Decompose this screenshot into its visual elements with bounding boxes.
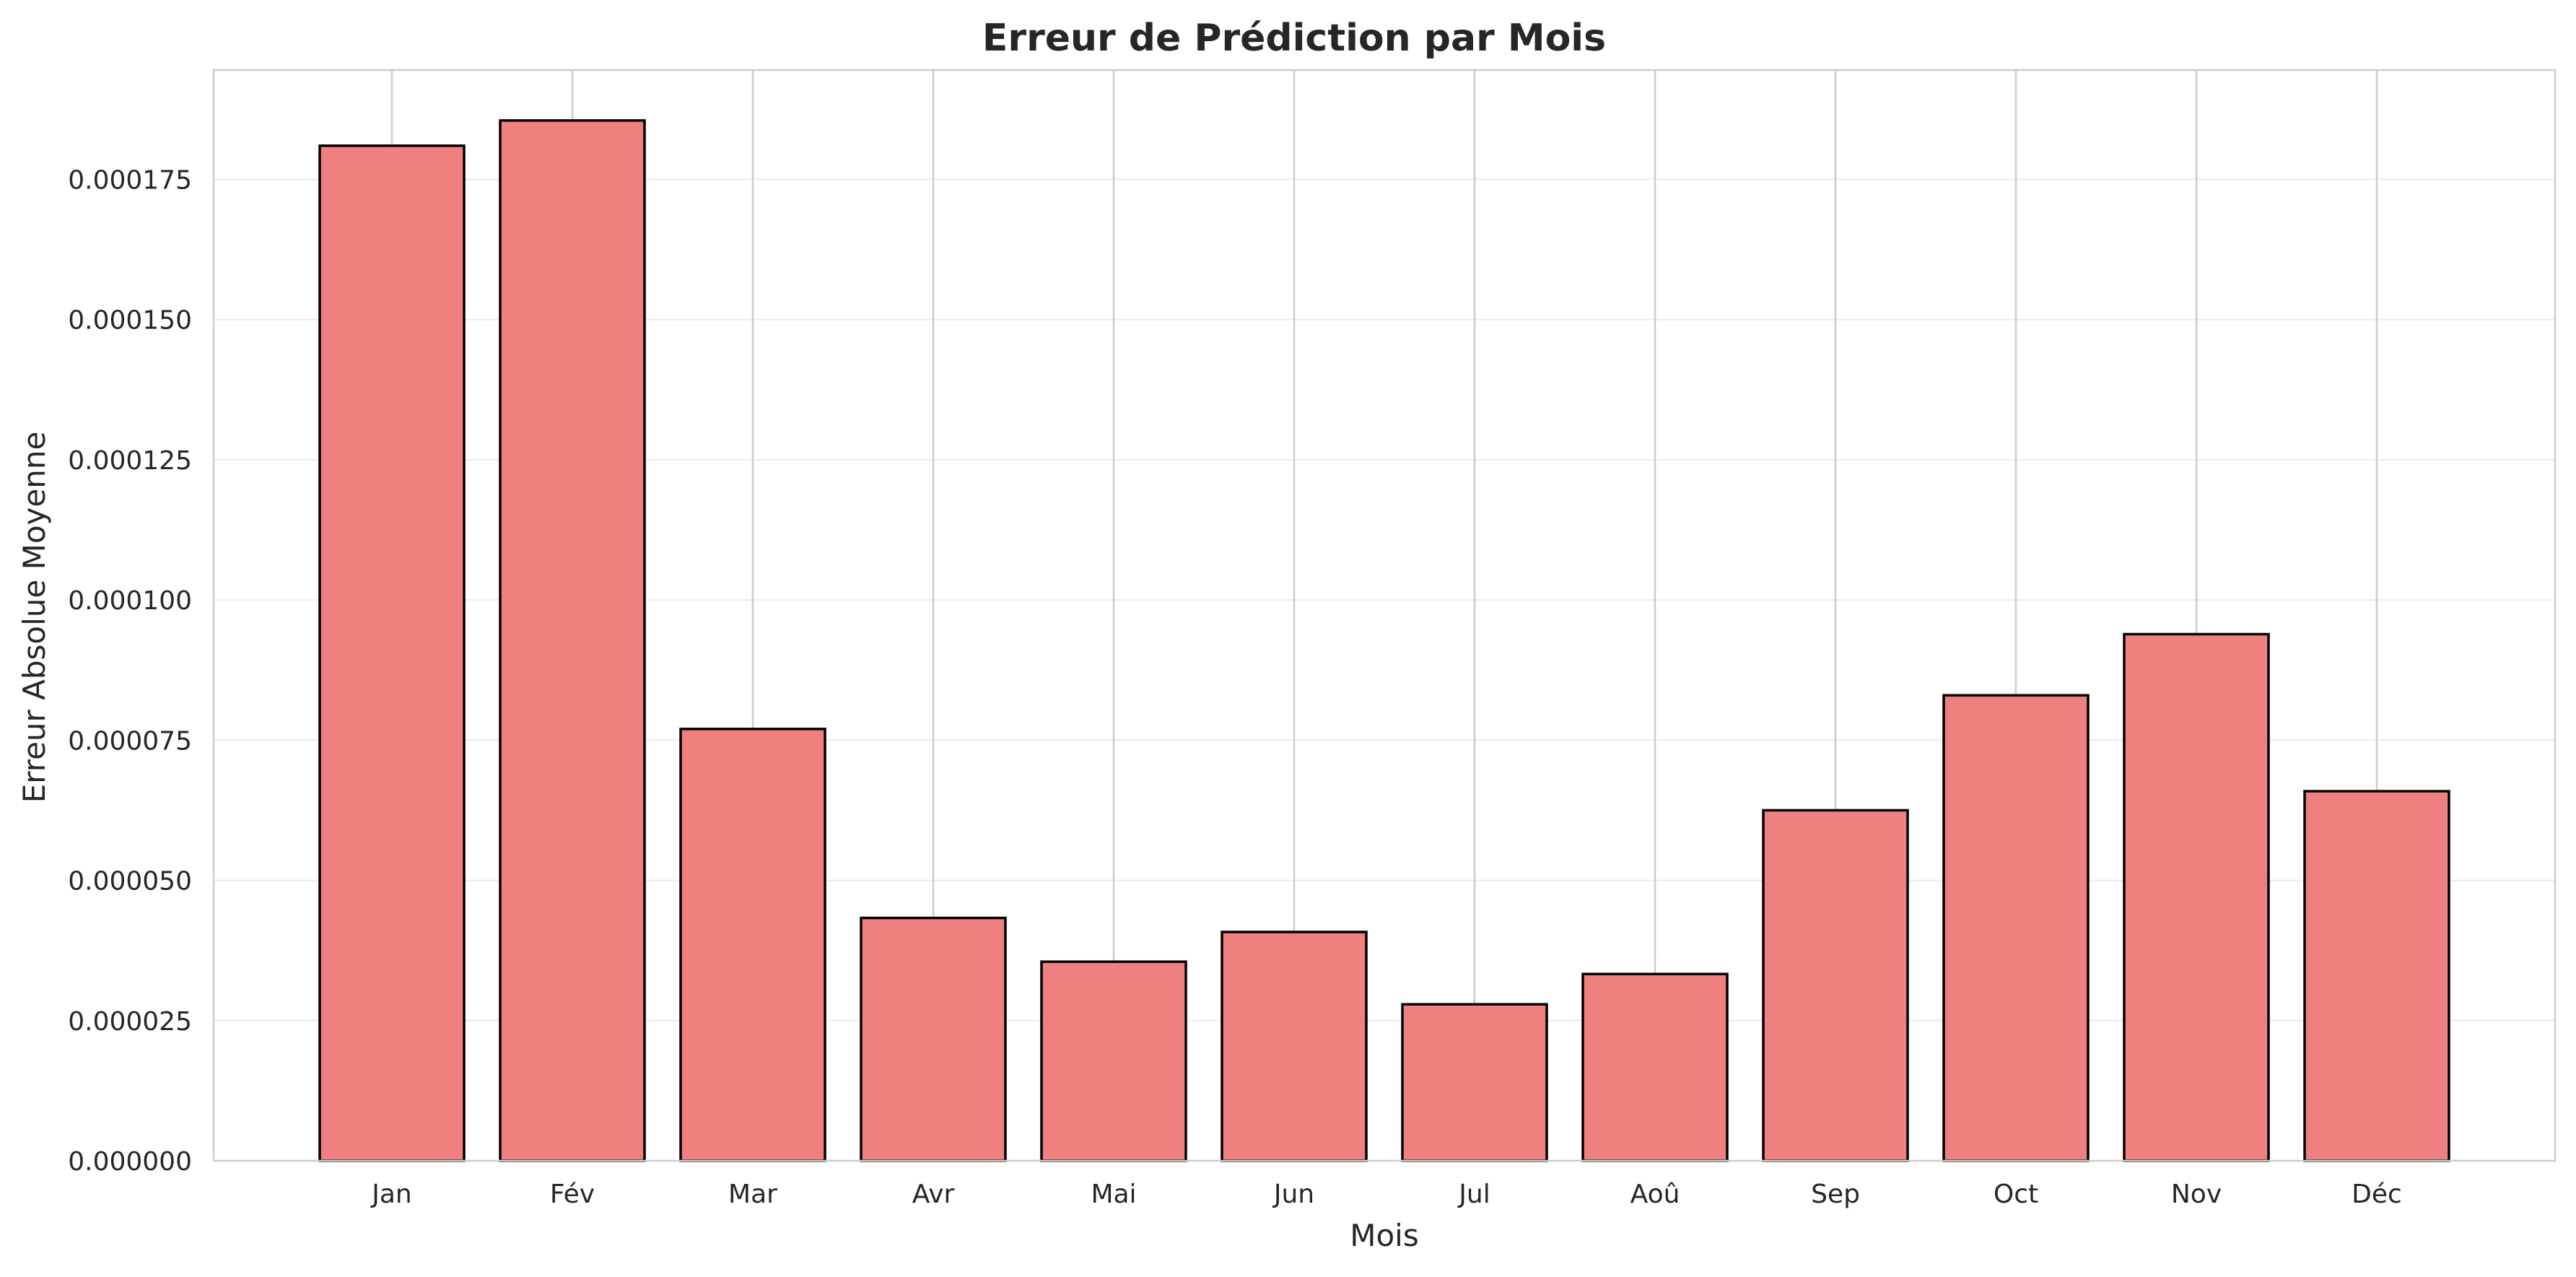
x-tick-label: Sep	[1811, 1180, 1860, 1209]
bar-jul	[1401, 1003, 1548, 1162]
bar-jun	[1221, 930, 1368, 1162]
y-tick-label: 0.000100	[68, 586, 192, 616]
bar-fév	[499, 119, 646, 1162]
bar-mar	[679, 728, 826, 1162]
x-tick-label: Aoû	[1630, 1180, 1680, 1209]
x-tick-label: Déc	[2352, 1180, 2402, 1209]
x-tick-label: Jul	[1457, 1180, 1490, 1209]
y-tick-labels: 0.000000 0.000025 0.000050 0.000075 0.000100…	[68, 165, 192, 1177]
y-tick-label: 0.000025	[68, 1007, 192, 1037]
chart-title: Erreur de Prédiction par Mois	[982, 17, 1606, 60]
x-tick-label: Nov	[2171, 1180, 2222, 1209]
bar-mai	[1040, 960, 1187, 1162]
bar-oct	[1942, 694, 2090, 1162]
x-tick-label: Mai	[1091, 1180, 1136, 1209]
bar-déc	[2303, 790, 2450, 1162]
y-tick-label: 0.000075	[68, 726, 192, 756]
y-tick-label: 0.000125	[68, 446, 192, 476]
x-tick-labels: Jan Fév Mar Avr Mai Jun Jul Aoû Sep Oct Nov Déc	[370, 1180, 2402, 1209]
bar-nov	[2123, 632, 2270, 1162]
x-tick-label: Jan	[370, 1180, 412, 1209]
y-axis-label: Erreur Absolue Moyenne	[17, 432, 52, 803]
x-tick-label: Fév	[550, 1180, 595, 1209]
x-tick-label: Mar	[728, 1180, 777, 1209]
bar-aoû	[1581, 972, 1729, 1162]
x-tick-label: Jun	[1272, 1180, 1314, 1209]
x-tick-label: Oct	[1994, 1180, 2038, 1209]
x-axis-label: Mois	[1350, 1218, 1418, 1253]
y-tick-label: 0.000150	[68, 306, 192, 336]
bar-avr	[860, 916, 1007, 1162]
bar-jan	[318, 144, 466, 1162]
bar-sep	[1762, 809, 1909, 1162]
y-tick-label: 0.000000	[68, 1147, 192, 1177]
y-tick-label: 0.000175	[68, 165, 192, 195]
bars	[318, 119, 2450, 1162]
y-tick-label: 0.000050	[68, 867, 192, 897]
x-tick-label: Avr	[912, 1180, 955, 1209]
plot-frame	[212, 69, 2557, 1162]
